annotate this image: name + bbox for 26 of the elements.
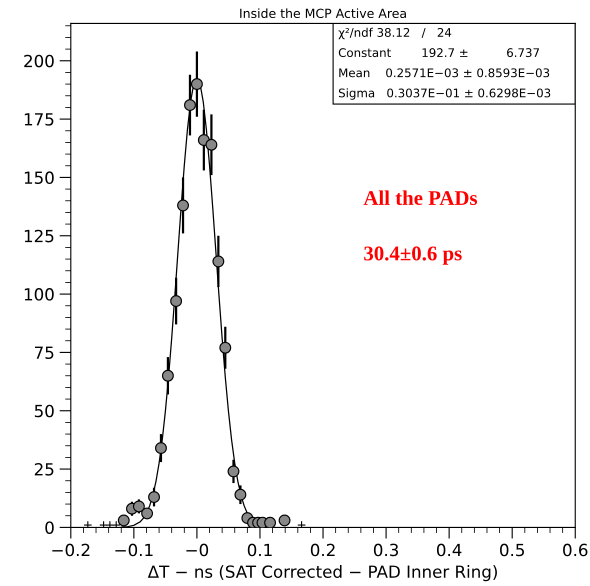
x-tick-label: −0 bbox=[186, 544, 208, 556]
y-tick-label: 0 bbox=[45, 521, 54, 534]
x-axis-title: ΔT − ns (SAT Corrected − PAD Inner Ring) bbox=[148, 565, 497, 582]
x-tick-label: −0.1 bbox=[115, 544, 153, 556]
y-tick-label: 50 bbox=[34, 404, 54, 418]
annotation: Sigma 0.3037E−01 ± 0.6298E−03 bbox=[338, 88, 550, 100]
x-tick-label: 0.3 bbox=[374, 544, 398, 556]
y-tick-label: 125 bbox=[24, 230, 54, 242]
y-tick-label: 150 bbox=[24, 171, 54, 184]
chart-title: Inside the MCP Active Area bbox=[240, 8, 406, 18]
annotation: Constant 192.7 ± 6.737 bbox=[338, 48, 540, 58]
y-tick-label: 75 bbox=[34, 346, 54, 359]
x-tick-label: 0.4 bbox=[436, 544, 462, 556]
annotation: 30.4±0.6 ps bbox=[364, 246, 462, 265]
y-tick-label: 25 bbox=[34, 463, 54, 476]
x-tick-label: 0.5 bbox=[500, 544, 524, 556]
y-tick-label: 100 bbox=[24, 288, 54, 301]
x-tick-label: 0.2 bbox=[310, 544, 335, 556]
annotation: All the PADs bbox=[364, 190, 478, 206]
y-tick-label: 175 bbox=[24, 113, 54, 126]
annotation: Mean 0.2571E−03 ± 0.8593E−03 bbox=[339, 68, 550, 78]
x-tick-label: 0.1 bbox=[248, 544, 272, 556]
x-tick-label: 0.6 bbox=[563, 544, 588, 556]
y-tick-label: 200 bbox=[24, 54, 54, 68]
x-tick-label: −0.2 bbox=[52, 544, 90, 556]
annotation: χ²/ndf 38.12 / 24 bbox=[338, 28, 452, 40]
